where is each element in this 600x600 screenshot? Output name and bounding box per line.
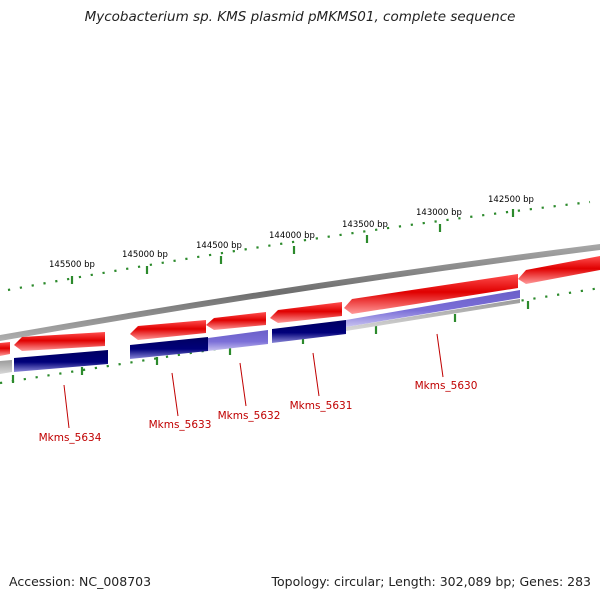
gene-feature[interactable] <box>272 320 346 343</box>
leader-line <box>312 352 320 397</box>
gene-feature[interactable] <box>344 274 518 314</box>
leader-line <box>63 384 70 429</box>
scale-label: 142500 bp <box>488 195 534 205</box>
gene-feature[interactable] <box>14 332 105 351</box>
plasmid-backbone <box>0 244 600 341</box>
scale-label: 145000 bp <box>122 250 168 260</box>
gene-feature[interactable] <box>270 302 342 323</box>
leader-line <box>239 362 247 407</box>
accession-text: Accession: NC_008703 <box>9 574 152 589</box>
gene-shadow <box>346 299 520 331</box>
leader-line <box>171 372 179 417</box>
gene-label: Mkms_5630 <box>415 380 478 392</box>
gene-feature[interactable] <box>346 290 520 327</box>
gene-shadow <box>0 360 12 374</box>
topology-summary: Topology: circular; Length: 302,089 bp; … <box>271 574 592 589</box>
scale-label: 145500 bp <box>49 260 95 270</box>
map-title: Mycobacterium sp. KMS plasmid pMKMS01, c… <box>84 9 516 25</box>
gene-feature[interactable] <box>130 337 208 359</box>
scale-label: 144500 bp <box>196 241 242 251</box>
gene-label: Mkms_5632 <box>218 410 281 422</box>
leader-line <box>436 333 444 378</box>
gene-feature[interactable] <box>518 256 600 284</box>
gene-feature[interactable] <box>130 320 206 340</box>
gene-feature[interactable] <box>14 350 108 372</box>
scale-labels: 145500 bp 145000 bp 144500 bp 144000 bp 1435… <box>49 195 534 270</box>
gene-label: Mkms_5633 <box>149 419 212 431</box>
scale-label: 143500 bp <box>342 220 388 230</box>
gene-label: Mkms_5631 <box>290 400 353 412</box>
gene-feature[interactable] <box>0 342 10 356</box>
scale-label: 144000 bp <box>269 231 315 241</box>
scale-label: 143000 bp <box>416 208 462 218</box>
gene-feature[interactable] <box>206 312 266 330</box>
gene-label: Mkms_5634 <box>39 432 102 444</box>
inner-scale-arc <box>0 286 600 385</box>
gene-feature[interactable] <box>208 330 268 351</box>
